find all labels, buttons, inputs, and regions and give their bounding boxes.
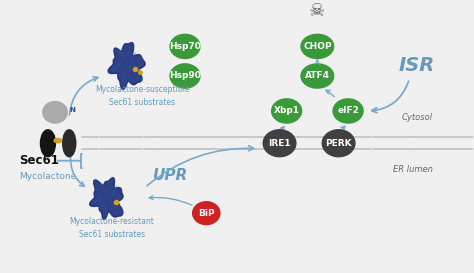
- Text: eIF2: eIF2: [337, 106, 359, 115]
- Ellipse shape: [63, 130, 76, 157]
- Ellipse shape: [333, 99, 363, 123]
- Text: CHOP: CHOP: [303, 42, 332, 51]
- Text: PERK: PERK: [325, 139, 352, 148]
- Text: UPR: UPR: [153, 168, 189, 183]
- Ellipse shape: [301, 34, 334, 58]
- Text: Mycolactone: Mycolactone: [19, 172, 77, 181]
- Text: Mycolactone-susceptible
Sec61 substrates: Mycolactone-susceptible Sec61 substrates: [95, 85, 190, 107]
- Text: ER lumen: ER lumen: [393, 165, 433, 174]
- Polygon shape: [108, 43, 145, 90]
- Ellipse shape: [263, 130, 296, 157]
- Text: ATF4: ATF4: [305, 72, 330, 81]
- Text: Cytosol: Cytosol: [402, 113, 433, 122]
- Text: Mycolactone-resistant
Sec61 substrates: Mycolactone-resistant Sec61 substrates: [69, 217, 154, 239]
- Ellipse shape: [272, 99, 301, 123]
- Ellipse shape: [40, 130, 55, 157]
- Circle shape: [54, 138, 62, 143]
- Ellipse shape: [170, 34, 200, 58]
- Ellipse shape: [301, 64, 334, 88]
- Text: ISR: ISR: [399, 56, 435, 75]
- Text: Hsp90: Hsp90: [169, 72, 201, 81]
- Text: ☠: ☠: [309, 2, 326, 20]
- Ellipse shape: [170, 64, 200, 88]
- Ellipse shape: [43, 102, 67, 123]
- Text: N: N: [70, 107, 75, 112]
- Text: IRE1: IRE1: [268, 139, 291, 148]
- Ellipse shape: [192, 202, 220, 225]
- Ellipse shape: [322, 130, 355, 157]
- Text: Xbp1: Xbp1: [273, 106, 300, 115]
- Text: Sec61: Sec61: [19, 154, 59, 167]
- Text: Hsp70: Hsp70: [169, 42, 201, 51]
- Text: BiP: BiP: [198, 209, 215, 218]
- Polygon shape: [90, 178, 123, 219]
